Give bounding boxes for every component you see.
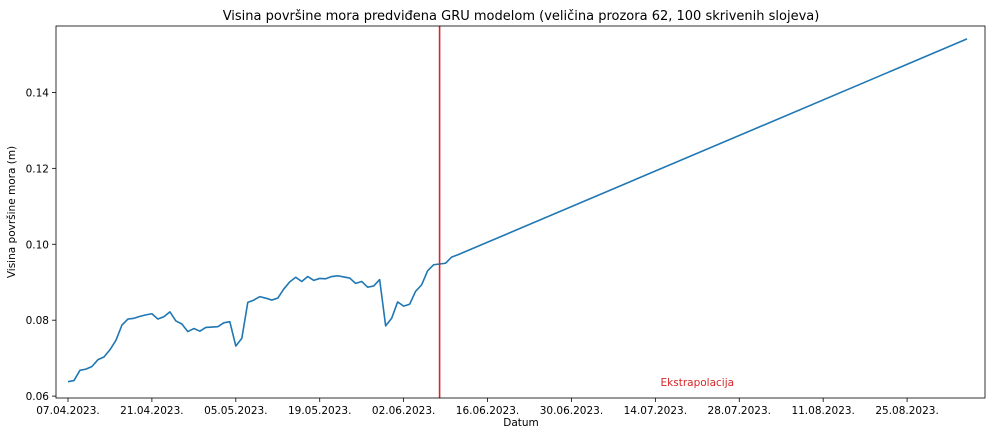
y-axis: 0.06 0.08 0.10 0.12 0.14 bbox=[26, 87, 56, 403]
y-tick-label: 0.10 bbox=[26, 239, 49, 251]
x-tick-label: 25.08.2023. bbox=[875, 405, 938, 417]
y-tick-label: 0.14 bbox=[26, 87, 50, 99]
x-tick-label: 14.07.2023. bbox=[624, 405, 687, 417]
y-tick-label: 0.08 bbox=[26, 315, 49, 327]
chart-title: Visina površine mora predviđena GRU mode… bbox=[223, 9, 820, 24]
x-tick-label: 07.04.2023. bbox=[36, 405, 99, 417]
y-tick-label: 0.12 bbox=[26, 163, 49, 175]
plot-area bbox=[67, 26, 968, 398]
x-axis-label: Datum bbox=[503, 417, 539, 429]
series-line bbox=[67, 38, 968, 383]
x-tick-label: 05.05.2023. bbox=[204, 405, 267, 417]
x-tick-label: 28.07.2023. bbox=[708, 405, 771, 417]
x-tick-label: 02.06.2023. bbox=[372, 405, 435, 417]
x-tick-label: 21.04.2023. bbox=[120, 405, 183, 417]
y-tick-label: 0.06 bbox=[26, 391, 50, 403]
y-axis-label: Visina površine mora (m) bbox=[6, 146, 18, 278]
x-tick-label: 11.08.2023. bbox=[791, 405, 854, 417]
plot-frame bbox=[55, 25, 986, 399]
x-axis: 07.04.2023. 21.04.2023. 05.05.2023. 19.05.2… bbox=[36, 398, 939, 417]
x-tick-label: 16.06.2023. bbox=[456, 405, 519, 417]
x-tick-label: 30.06.2023. bbox=[540, 405, 603, 417]
extrapolation-label: Ekstrapolacija bbox=[661, 377, 735, 389]
x-tick-label: 19.05.2023. bbox=[288, 405, 351, 417]
